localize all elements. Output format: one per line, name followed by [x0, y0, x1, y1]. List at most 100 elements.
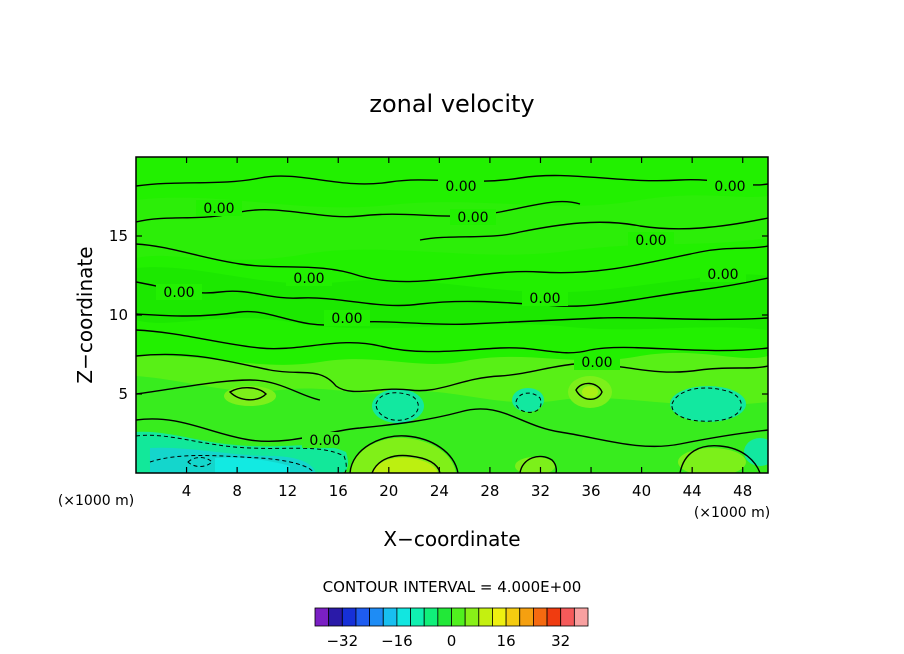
contour-label-bg [450, 209, 496, 225]
contour-line [419, 217, 768, 241]
x-tick-label: 28 [480, 482, 499, 500]
contour-line [136, 243, 768, 283]
pocket-teal-right-edge [744, 438, 768, 466]
x-tick-label: 20 [379, 482, 398, 500]
y-axis-label: Z−coordinate [73, 246, 97, 383]
colorbar-swatch [355, 607, 371, 627]
colorbar-tick-labels: −32 −16 0 16 32 [326, 632, 570, 650]
x-axis-ticks: 4 8 12 16 20 24 28 32 36 40 44 48 [182, 157, 752, 500]
colorbar-swatch [341, 607, 357, 627]
contour-label-bg [156, 284, 202, 300]
colorbar-swatch [505, 607, 521, 627]
blob-yellow-left [224, 386, 276, 406]
plot-area: 0.00 0.00 0.00 0.00 0.00 0.00 0.00 0.00 … [136, 157, 768, 473]
colorbar-swatch [546, 607, 562, 627]
contour-label-bg [324, 310, 370, 326]
x-tick-label: 16 [329, 482, 348, 500]
contour-label: 0.00 [203, 201, 234, 217]
contour-line [136, 379, 321, 401]
band-upper-2 [136, 267, 768, 330]
colorbar-swatch [410, 607, 425, 627]
contour-line-negative [187, 457, 213, 467]
contour-label-bg [522, 290, 568, 306]
colorbar-swatch [328, 607, 343, 627]
x-tick-label: 48 [733, 482, 752, 500]
chart-title: zonal velocity [369, 90, 534, 118]
contour-label-bg [628, 232, 674, 248]
colorbar-swatch [464, 607, 480, 627]
blob-yellow-right-core [582, 386, 598, 398]
contour-label: 0.00 [445, 179, 476, 195]
contour-line-negative [515, 392, 542, 413]
contour-label: 0.00 [529, 291, 560, 307]
contour-line [136, 200, 581, 223]
x-tick-label: 40 [632, 482, 651, 500]
contour-label: 0.00 [635, 233, 666, 249]
contour-line [349, 435, 459, 473]
filled-contours [136, 195, 768, 473]
contour-line [136, 277, 768, 307]
contour-label-bg [438, 178, 484, 194]
contour-line [371, 454, 441, 473]
contour-line [136, 329, 768, 354]
colorbar-swatch [573, 607, 589, 627]
contour-label-bg [707, 178, 753, 194]
colorbar-tick-label: 0 [447, 632, 457, 650]
colorbar-swatch [396, 607, 411, 627]
colorbar-tick-label: 32 [551, 632, 570, 650]
contour-label: 0.00 [581, 355, 612, 371]
contour-line-negative [375, 392, 419, 421]
contour-line-negative [671, 387, 742, 422]
colorbar-swatch [519, 607, 534, 627]
contour-label: 0.00 [457, 210, 488, 226]
x-axis-unit-right: (×1000 m) [694, 505, 770, 521]
blob-yellow-far-right [678, 448, 746, 473]
y-axis-ticks: 5 10 15 [109, 227, 768, 403]
colorbar-swatch [451, 607, 466, 627]
colorbar-swatch [560, 607, 575, 627]
x-tick-label: 44 [683, 482, 702, 500]
colorbar-swatch [478, 607, 493, 627]
pocket-teal-mid [512, 388, 544, 412]
x-tick-label: 8 [232, 482, 242, 500]
pocket-teal-center [372, 389, 424, 423]
contour-label: 0.00 [293, 271, 324, 287]
contour-labels: 0.00 0.00 0.00 0.00 0.00 0.00 0.00 0.00 … [156, 178, 753, 449]
contour-label: 0.00 [163, 285, 194, 301]
contour-line [136, 408, 768, 448]
colorbar-swatch [314, 607, 330, 627]
contour-line-negative [136, 434, 347, 473]
contour-line-negative [149, 455, 315, 473]
colorbar-swatch [533, 607, 548, 627]
pocket-teal-right [670, 386, 746, 422]
band-surface-cyan-2 [215, 457, 290, 473]
colorbar-swatch [437, 607, 452, 627]
contour-label-bg [302, 432, 348, 448]
colorbar-swatch [382, 607, 398, 627]
colorbar-tick-label: −32 [326, 632, 358, 650]
colorbar-tick-label: −16 [381, 632, 413, 650]
contour-line [136, 353, 768, 393]
contour-line [228, 387, 267, 401]
contour-lines [136, 174, 768, 473]
contour-label-bg [574, 354, 620, 370]
contour-lines-dashed [136, 387, 742, 473]
x-axis-unit-left: (×1000 m) [58, 493, 134, 509]
contour-label: 0.00 [331, 311, 362, 327]
contour-line [519, 455, 558, 473]
contour-label: 0.00 [707, 267, 738, 283]
contour-label-bg [700, 266, 746, 282]
contour-line [575, 382, 603, 400]
contour-label-bg [196, 200, 242, 216]
colorbar-tick-label: 16 [497, 632, 516, 650]
contour-line [136, 310, 768, 326]
x-axis-label: X−coordinate [383, 527, 520, 551]
y-tick-label: 15 [109, 227, 128, 245]
contour-label: 0.00 [714, 179, 745, 195]
colorbar-swatch [423, 607, 439, 627]
colorbar-swatch [369, 607, 384, 627]
x-tick-label: 36 [581, 482, 600, 500]
contour-line [679, 445, 761, 473]
y-tick-label: 5 [118, 385, 128, 403]
